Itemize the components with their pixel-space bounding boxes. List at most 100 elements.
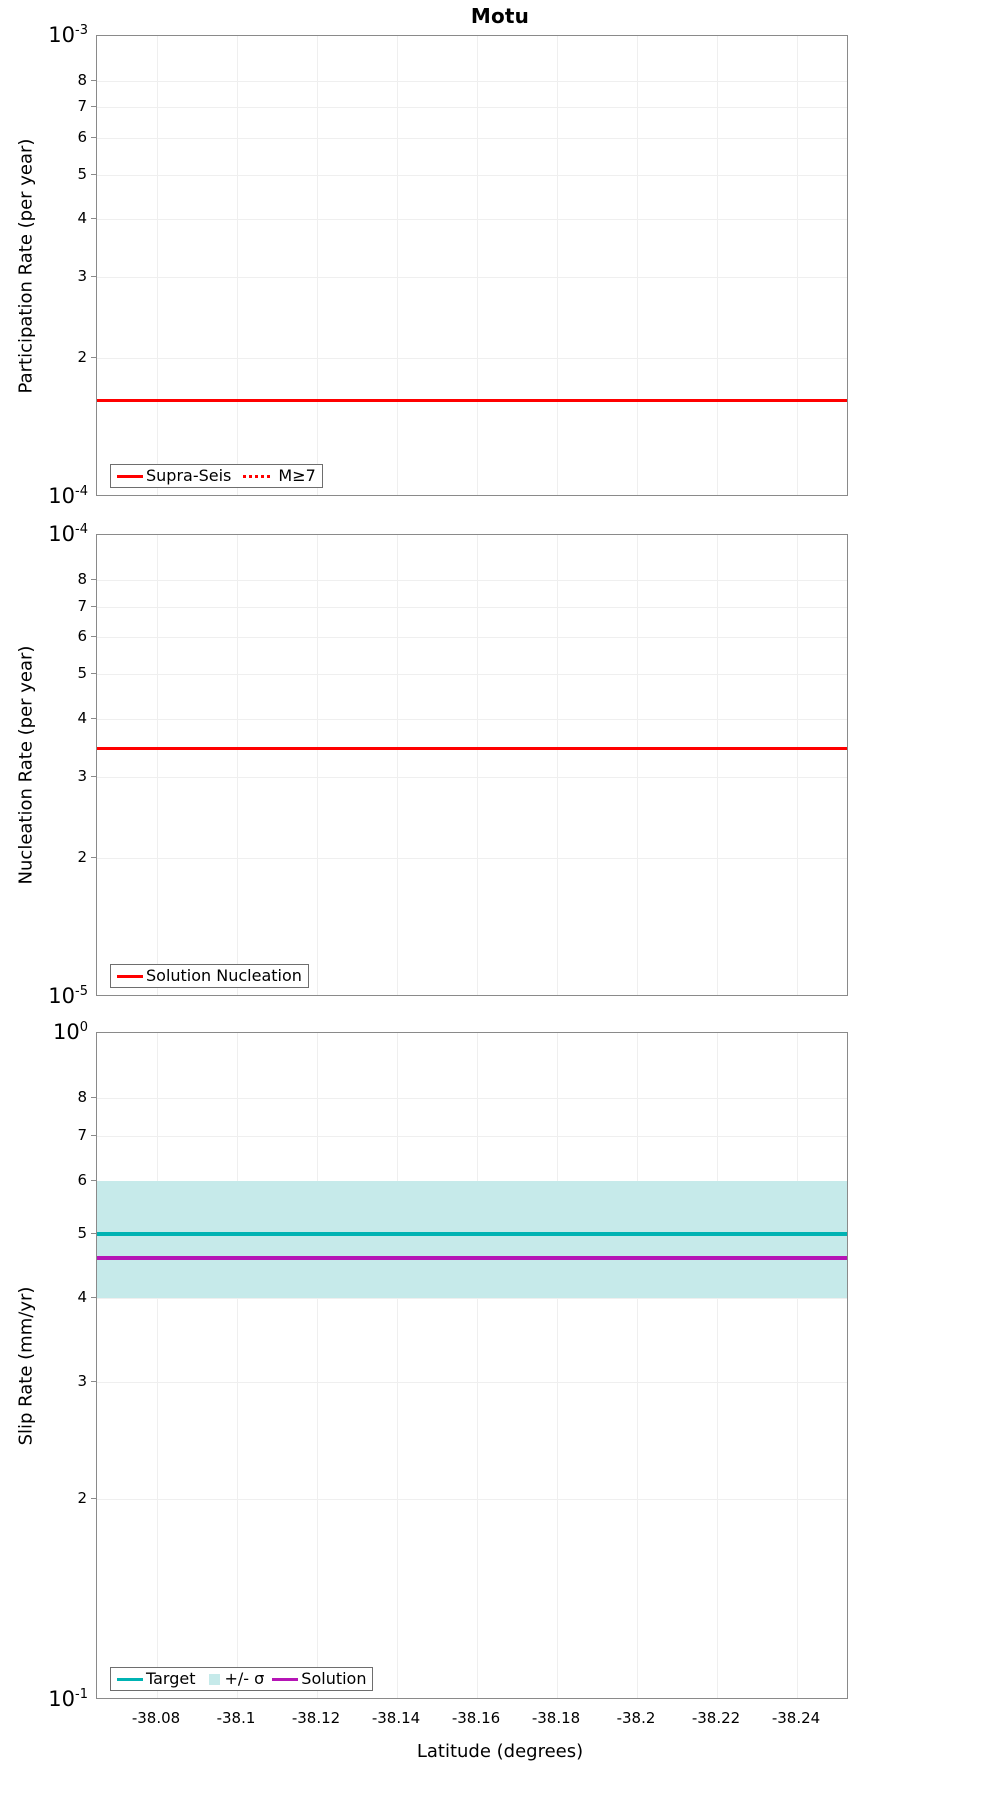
y-tick-mark — [91, 856, 96, 858]
y-tick-label: 2 — [77, 1489, 87, 1508]
gridline-vertical — [157, 36, 158, 495]
legend-item: Solution — [272, 1671, 366, 1687]
y-tick-mark — [91, 578, 96, 580]
y-axis-label-slip-rate: Slip Rate (mm/yr) — [15, 1286, 37, 1445]
legend-swatch-line-icon — [117, 474, 143, 478]
gridline-vertical — [637, 1033, 638, 1698]
gridline-vertical — [477, 535, 478, 995]
gridline-horizontal — [97, 718, 847, 720]
gridline-horizontal — [97, 107, 847, 109]
plot-panel-participation-rate — [96, 35, 848, 496]
legend-slip-rate[interactable]: Target +/- σ Solution — [110, 1667, 374, 1691]
gridline-vertical — [797, 1033, 798, 1698]
y-tick-label: 3 — [77, 267, 87, 286]
y-tick-label: 3 — [77, 766, 87, 785]
gridline-horizontal — [97, 219, 847, 221]
y-tick-mark — [91, 173, 96, 175]
gridline-vertical — [317, 1033, 318, 1698]
x-tick-label: -38.08 — [131, 1709, 181, 1727]
y-axis-top-decade-label: 10-3 — [48, 23, 88, 47]
y-tick-label: 2 — [77, 847, 87, 866]
legend-swatch-line-icon — [117, 974, 143, 978]
gridline-vertical — [717, 535, 718, 995]
y-tick-label: 4 — [77, 209, 87, 228]
y-tick-label: 2 — [77, 348, 87, 367]
y-tick-label: 8 — [77, 70, 87, 89]
y-tick-label: 7 — [77, 596, 87, 615]
plot-area-nucleation-rate — [96, 534, 848, 996]
gridline-horizontal — [97, 1381, 847, 1383]
x-tick-label: -38.14 — [371, 1709, 421, 1727]
gridline-vertical — [237, 36, 238, 495]
y-axis-label-participation-rate: Participation Rate (per year) — [15, 138, 37, 393]
y-tick-label: 5 — [77, 1223, 87, 1242]
y-tick-label: 8 — [77, 569, 87, 588]
gridline-horizontal — [97, 857, 847, 859]
legend-item: Supra-Seis — [117, 468, 231, 484]
plot-panel-nucleation-rate — [96, 534, 848, 996]
gridline-horizontal — [97, 1499, 847, 1501]
gridline-vertical — [717, 1033, 718, 1698]
legend-label: M≥7 — [278, 466, 316, 485]
gridline-vertical — [557, 36, 558, 495]
y-tick-mark — [91, 276, 96, 278]
x-tick-label: -38.1 — [216, 1709, 256, 1727]
gridline-horizontal — [97, 776, 847, 778]
legend-label: Supra-Seis — [146, 466, 232, 485]
x-tick-label: -38.12 — [291, 1709, 341, 1727]
gridline-horizontal — [97, 579, 847, 581]
gridline-horizontal — [97, 606, 847, 608]
legend-swatch-dotted-line-icon — [243, 474, 274, 478]
gridline-horizontal — [97, 174, 847, 176]
x-tick-label: -38.16 — [451, 1709, 501, 1727]
y-tick-label: 6 — [77, 128, 87, 147]
y-tick-label: 7 — [77, 97, 87, 116]
x-axis-label: Latitude (degrees) — [416, 1741, 584, 1762]
y-tick-label: 5 — [77, 164, 87, 183]
series-line-m-7 — [97, 399, 847, 403]
y-tick-mark — [91, 673, 96, 675]
y-tick-label: 8 — [77, 1087, 87, 1106]
x-tick-label: -38.24 — [771, 1709, 821, 1727]
y-tick-mark — [91, 357, 96, 359]
gridline-horizontal — [97, 637, 847, 639]
x-tick-label: -38.2 — [616, 1709, 656, 1727]
series-line-target — [97, 1232, 847, 1236]
y-tick-mark — [91, 1232, 96, 1234]
gridline-horizontal — [97, 674, 847, 676]
gridline-horizontal — [97, 277, 847, 279]
y-tick-mark — [91, 636, 96, 638]
gridline-vertical — [237, 535, 238, 995]
legend-participation-rate[interactable]: Supra-Seis M≥7 — [110, 464, 323, 488]
legend-swatch-line-icon — [272, 1677, 299, 1681]
y-tick-mark — [91, 605, 96, 607]
gridline-vertical — [557, 1033, 558, 1698]
y-tick-label: 6 — [77, 627, 87, 646]
y-tick-label: 5 — [77, 664, 87, 683]
gridline-vertical — [317, 535, 318, 995]
gridline-vertical — [157, 535, 158, 995]
gridline-vertical — [637, 36, 638, 495]
y-tick-label: 4 — [77, 1288, 87, 1307]
gridline-horizontal — [97, 358, 847, 360]
y-tick-label: 7 — [77, 1126, 87, 1145]
legend-swatch-line-icon — [117, 1677, 143, 1681]
y-tick-mark — [91, 79, 96, 81]
gridline-vertical — [397, 535, 398, 995]
gridline-vertical — [557, 535, 558, 995]
gridline-vertical — [237, 1033, 238, 1698]
y-tick-mark — [91, 106, 96, 108]
legend-item: M≥7 — [239, 466, 316, 485]
legend-label: Solution Nucleation — [146, 966, 302, 985]
legend-nucleation-rate[interactable]: Solution Nucleation — [110, 964, 309, 988]
gridline-vertical — [477, 36, 478, 495]
gridline-horizontal — [97, 1136, 847, 1138]
legend-item: Solution Nucleation — [117, 968, 302, 984]
y-axis-bottom-decade-label: 10-4 — [48, 484, 88, 508]
gridline-vertical — [797, 36, 798, 495]
gridline-vertical — [637, 535, 638, 995]
page-title: Motu — [470, 4, 530, 28]
gridline-vertical — [397, 36, 398, 495]
y-axis-top-decade-label: 100 — [52, 1020, 88, 1044]
